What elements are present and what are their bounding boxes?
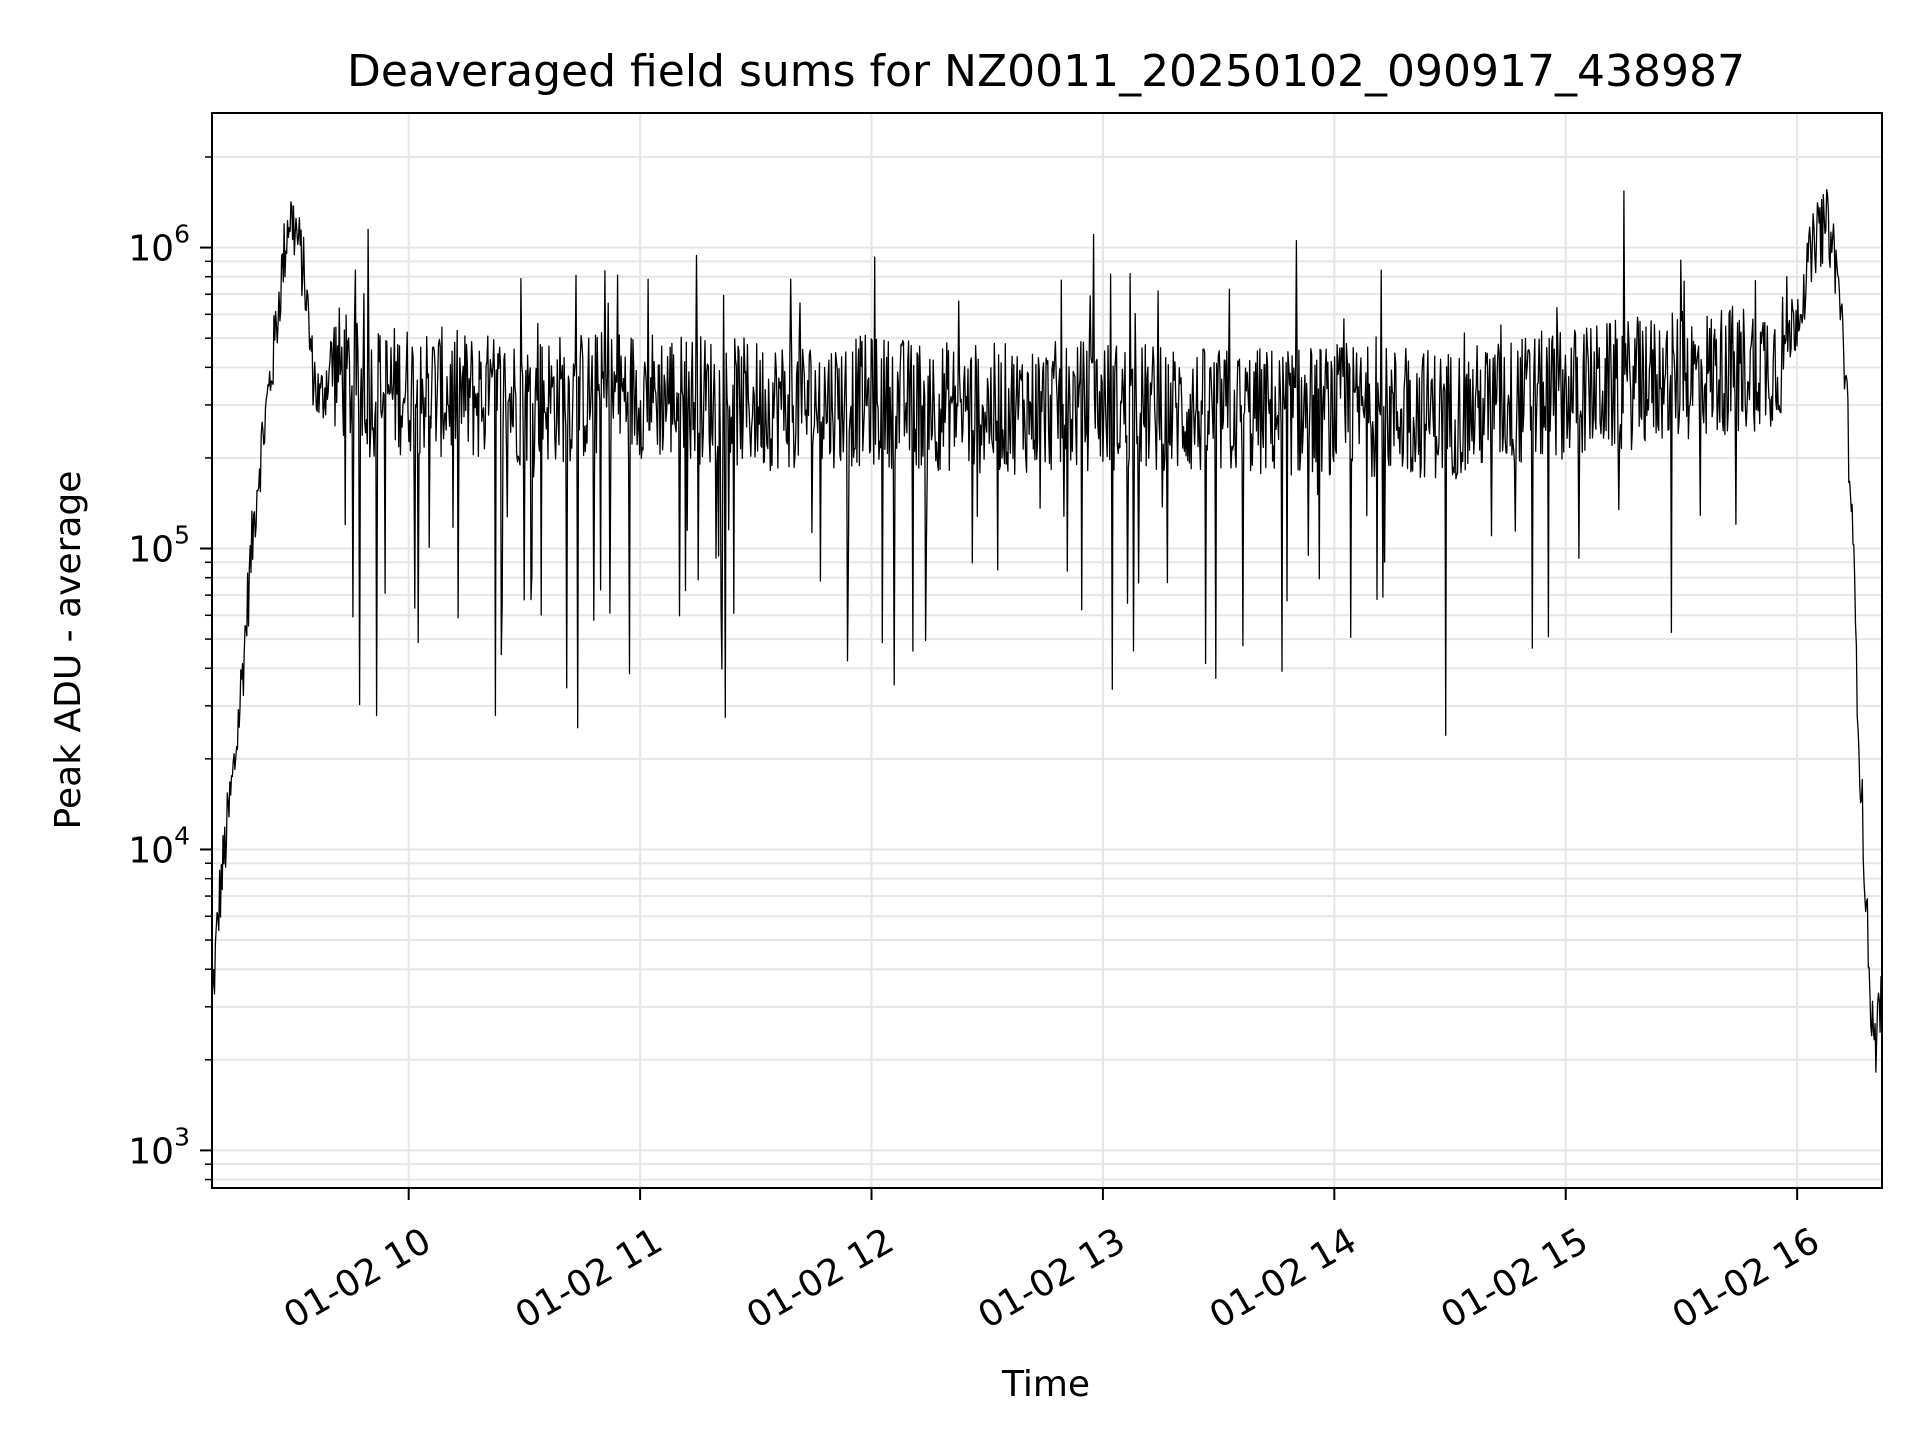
x-tick-label: 01-02 13 (972, 1220, 1133, 1336)
plot-frame (211, 112, 1883, 1189)
y-tick-label: 103 (128, 1122, 190, 1172)
y-tick-label: 105 (128, 521, 190, 571)
x-tick-label: 01-02 16 (1666, 1220, 1827, 1336)
series-line (211, 188, 1883, 1073)
x-tick-label: 01-02 15 (1434, 1220, 1595, 1336)
y-axis: 103 104 105 106 (128, 156, 212, 1181)
chart-title: Deaveraged field sums for NZ0011_2025010… (347, 46, 1745, 97)
y-tick-label: 104 (128, 821, 190, 871)
y-tick-label: 106 (128, 220, 190, 270)
x-axis: 01-02 10 01-02 11 01-02 12 01-02 13 01-02 14… (277, 1188, 1826, 1337)
x-tick-label: 01-02 10 (277, 1220, 438, 1336)
x-tick-label: 01-02 12 (740, 1220, 901, 1336)
y-axis-label: Peak ADU - average (48, 471, 89, 830)
x-tick-label: 01-02 11 (509, 1220, 670, 1336)
x-tick-label: 01-02 14 (1203, 1220, 1364, 1336)
grid (212, 113, 1882, 1188)
x-axis-label: Time (1001, 1364, 1090, 1405)
